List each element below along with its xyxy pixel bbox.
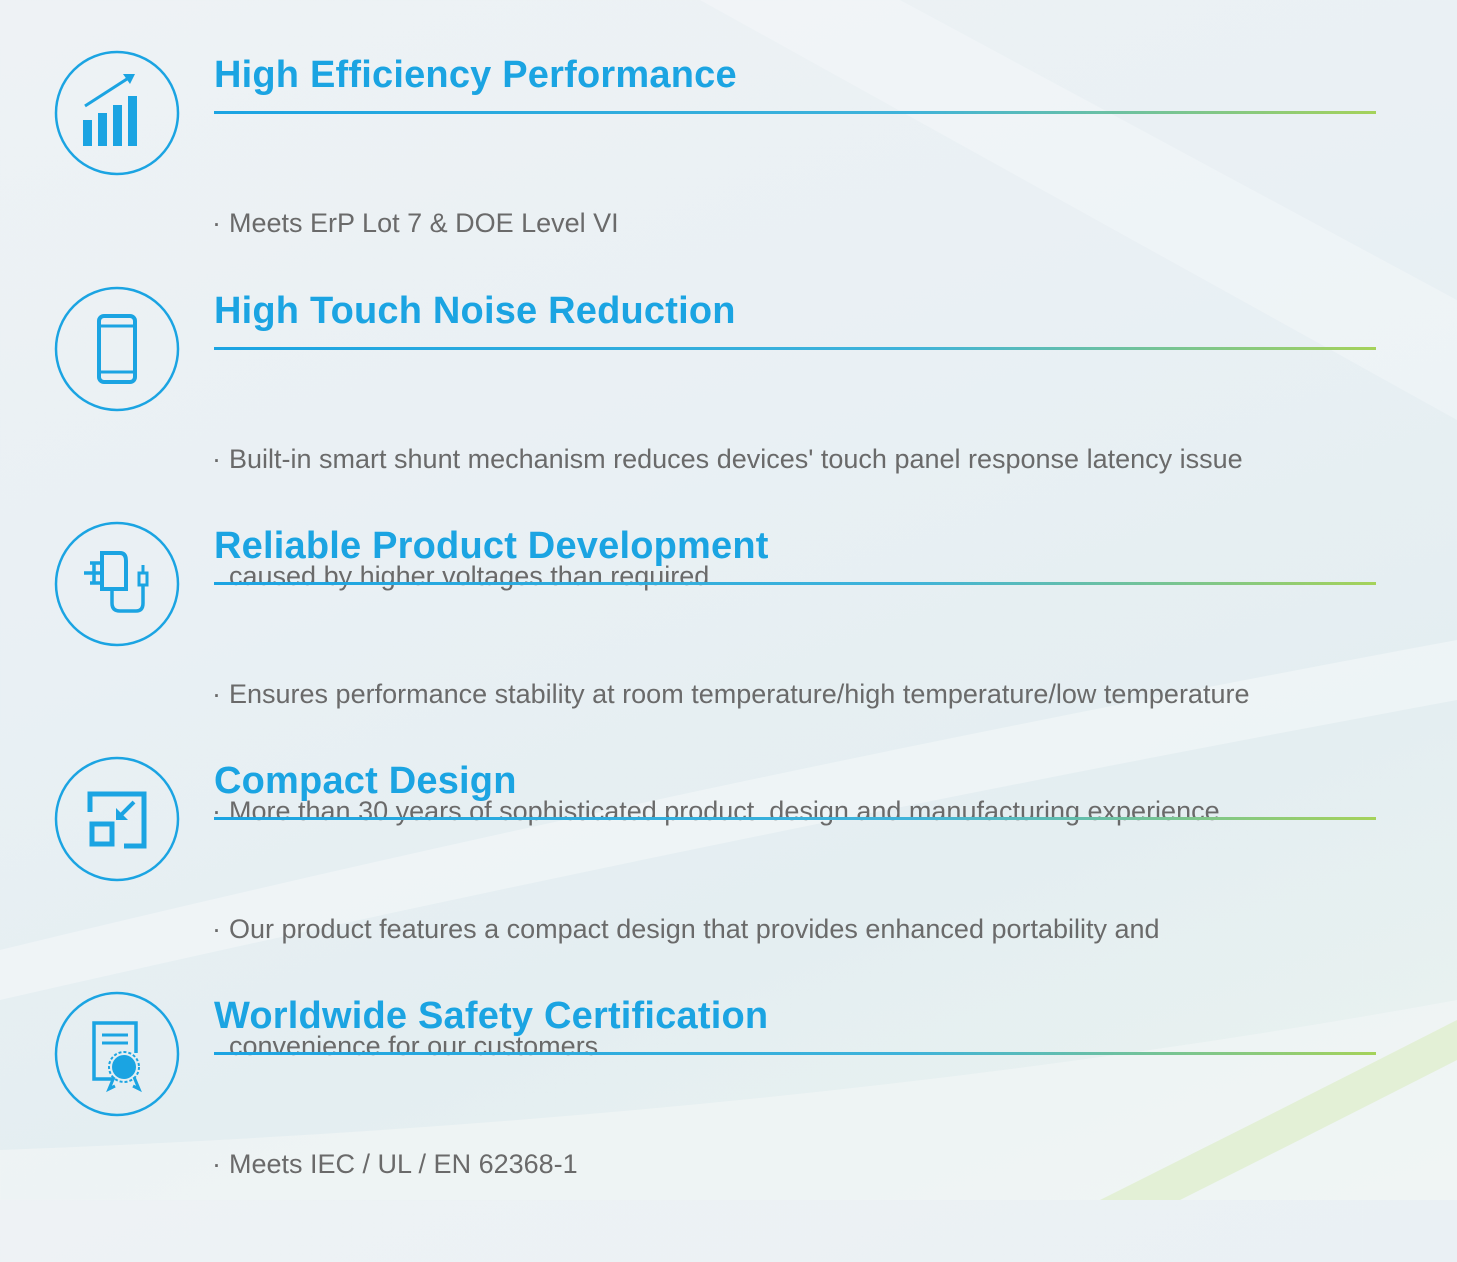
divider (214, 582, 1376, 585)
bullet-text-continued: convenience for our customers (229, 1031, 599, 1061)
bullet-line: · Built-in smart shunt mechanism reduces … (212, 440, 1243, 479)
bullet-marker: · (212, 796, 221, 826)
feature-description: · Meets IEC / UL / EN 62368-1 (212, 1067, 578, 1262)
divider (214, 347, 1376, 350)
feature-high-efficiency: High Efficiency Performance · Meets ErP L… (0, 40, 1457, 240)
divider (214, 111, 1376, 114)
bullet-marker: · (212, 208, 221, 238)
feature-description: · Ensures performance stability at room t… (212, 597, 1249, 909)
power-adapter-icon (54, 521, 180, 647)
bullet-marker: · (212, 1149, 221, 1179)
bullet-marker: · (212, 444, 221, 474)
bullet-marker: · (212, 679, 221, 709)
bullet-text: Meets ErP Lot 7 & DOE Level VI (229, 208, 619, 238)
feature-reliable-development: Reliable Product Development · Ensures pe… (0, 511, 1457, 826)
bullet-line: · More than 30 years of sophisticated pro… (212, 792, 1249, 831)
bullet-line: · Meets IEC / UL / EN 62368-1 (212, 1145, 578, 1184)
feature-title: Compact Design (214, 760, 517, 802)
bullet-line: · Ensures performance stability at room t… (212, 675, 1249, 714)
bullet-text: Meets IEC / UL / EN 62368-1 (229, 1149, 578, 1179)
feature-description: · Our product features a compact design t… (212, 832, 1160, 1144)
feature-description: · Meets ErP Lot 7 & DOE Level VI (212, 126, 619, 321)
feature-touch-noise: High Touch Noise Reduction · Built-in sma… (0, 276, 1457, 591)
certificate-icon (54, 991, 180, 1117)
bar-chart-growth-icon (54, 50, 180, 176)
compact-resize-icon (54, 756, 180, 882)
feature-title: Reliable Product Development (214, 525, 769, 567)
bullet-line: · Our product features a compact design t… (212, 910, 1160, 949)
bullet-text: Ensures performance stability at room te… (229, 679, 1250, 709)
feature-description: · Built-in smart shunt mechanism reduces … (212, 362, 1243, 674)
smartphone-icon (54, 286, 180, 412)
divider (214, 817, 1376, 820)
bullet-text: More than 30 years of sophisticated prod… (229, 796, 1220, 826)
feature-compact-design: Compact Design · Our product features a c… (0, 746, 1457, 1061)
bullet-marker: · (212, 914, 221, 944)
feature-safety-certification: Worldwide Safety Certification · Meets IE… (0, 981, 1457, 1181)
bullet-text-continued: caused by higher voltages than required (229, 561, 710, 591)
feature-title: High Touch Noise Reduction (214, 290, 736, 332)
bullet-text: Built-in smart shunt mechanism reduces d… (229, 444, 1243, 474)
feature-title: Worldwide Safety Certification (214, 995, 769, 1037)
feature-title: High Efficiency Performance (214, 54, 737, 96)
divider (214, 1052, 1376, 1055)
bullet-text: Our product features a compact design th… (229, 914, 1160, 944)
bullet-line: · Meets ErP Lot 7 & DOE Level VI (212, 204, 619, 243)
